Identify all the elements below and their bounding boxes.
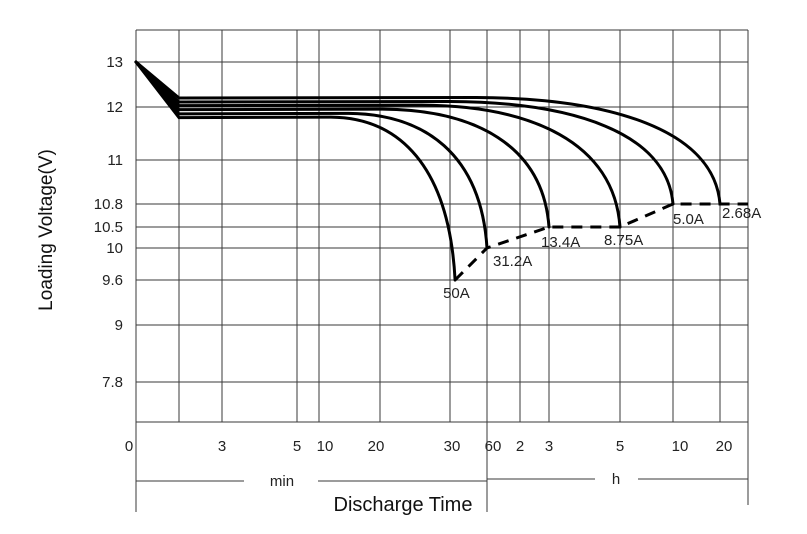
x-axis-title: Discharge Time [334,494,473,516]
x-tick-label: 0 [125,438,133,455]
discharge-curve [134,60,722,206]
y-tick-label: 7.8 [102,374,123,391]
x-tick-label: 20 [716,438,733,455]
series-label: 8.75A [604,232,643,249]
h-unit-label: h [612,471,620,488]
min-unit-label: min [270,473,294,490]
series-label: 2.68A [722,205,761,222]
y-tick-labels: 13 12 11 10.8 10.5 10 9.6 9 7.8 [94,54,123,391]
discharge-curve [134,60,622,229]
x-tick-label: 2 [516,438,524,455]
vertical-grid [135,30,749,422]
discharge-curve [134,60,551,229]
x-tick-label: 60 [485,438,502,455]
horizontal-grid [136,29,748,423]
x-tick-label: 3 [545,438,553,455]
x-tick-label: 10 [672,438,689,455]
x-tick-label: 30 [444,438,461,455]
y-tick-label: 9 [115,317,123,334]
y-tick-label: 13 [106,54,123,71]
series-label: 31.2A [493,253,532,270]
series-label: 5.0A [673,211,704,228]
cutoff-voltage-dashed-line [454,202,748,282]
x-tick-labels: 0 3 5 10 20 30 60 2 3 5 10 20 [125,438,733,455]
discharge-curve [134,60,489,250]
x-tick-label: 5 [293,438,301,455]
x-tick-label: 10 [317,438,334,455]
discharge-curves [134,60,722,282]
y-tick-label: 10.8 [94,196,123,213]
y-tick-label: 11 [107,152,123,169]
y-tick-label: 9.6 [102,272,123,289]
y-axis-title: Loading Voltage(V) [36,149,57,311]
discharge-curve [134,60,457,282]
y-tick-label: 12 [106,99,123,116]
x-tick-label: 3 [218,438,226,455]
y-tick-label: 10.5 [94,219,123,236]
discharge-curve [134,60,675,206]
x-tick-label: 5 [616,438,624,455]
x-tick-label: 20 [368,438,385,455]
series-label: 13.4A [541,234,580,251]
y-tick-label: 10 [106,240,123,257]
series-label: 50A [443,285,470,302]
series-labels: 50A 31.2A 13.4A 8.75A 5.0A 2.68A [443,205,761,302]
